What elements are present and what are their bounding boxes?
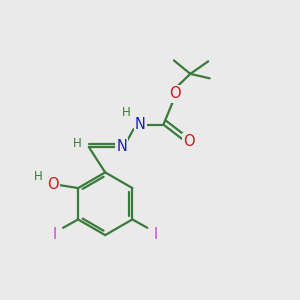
Text: N: N	[116, 139, 127, 154]
Text: H: H	[73, 137, 82, 150]
Text: I: I	[153, 227, 158, 242]
Text: O: O	[47, 177, 58, 192]
Text: H: H	[34, 170, 43, 183]
Text: O: O	[184, 134, 195, 149]
Text: O: O	[169, 86, 181, 101]
Text: N: N	[135, 116, 146, 131]
Text: H: H	[122, 106, 130, 118]
Text: I: I	[53, 227, 57, 242]
